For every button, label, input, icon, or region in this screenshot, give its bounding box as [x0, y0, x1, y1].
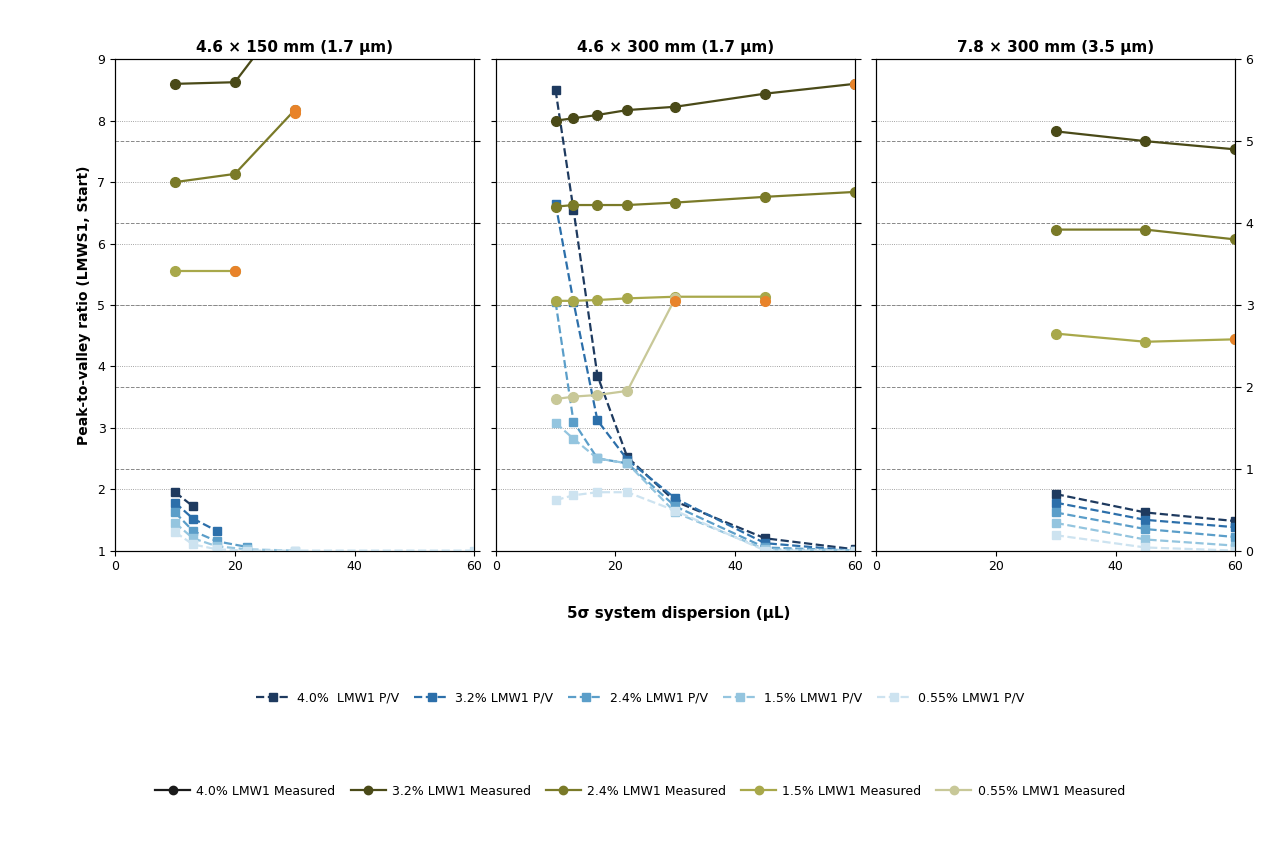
Legend: 4.0%  LMW1 P/V, 3.2% LMW1 P/V, 2.4% LMW1 P/V, 1.5% LMW1 P/V, 0.55% LMW1 P/V: 4.0% LMW1 P/V, 3.2% LMW1 P/V, 2.4% LMW1 …	[251, 686, 1029, 710]
Title: 4.6 × 150 mm (1.7 μm): 4.6 × 150 mm (1.7 μm)	[196, 41, 393, 55]
Text: 5σ system dispersion (μL): 5σ system dispersion (μL)	[567, 606, 790, 621]
Title: 4.6 × 300 mm (1.7 μm): 4.6 × 300 mm (1.7 μm)	[576, 41, 774, 55]
Y-axis label: Peak-to-valley ratio (LMWS1, Start): Peak-to-valley ratio (LMWS1, Start)	[77, 165, 91, 445]
Y-axis label: % LMWS1 measured: % LMWS1 measured	[1276, 225, 1280, 385]
Title: 7.8 × 300 mm (3.5 μm): 7.8 × 300 mm (3.5 μm)	[957, 41, 1155, 55]
Legend: 4.0% LMW1 Measured, 3.2% LMW1 Measured, 2.4% LMW1 Measured, 1.5% LMW1 Measured, : 4.0% LMW1 Measured, 3.2% LMW1 Measured, …	[150, 779, 1130, 803]
